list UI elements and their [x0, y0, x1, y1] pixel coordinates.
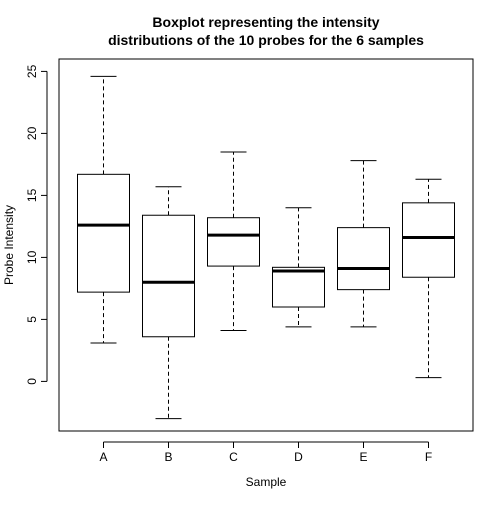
- x-tick-label: A: [99, 450, 107, 464]
- box-b: [142, 186, 195, 420]
- y-tick-label: 20: [25, 126, 39, 140]
- box-a: [77, 75, 130, 344]
- y-axis-label: Probe Intensity: [2, 205, 16, 285]
- x-axis: A B C D E F: [99, 441, 432, 464]
- x-tick-label: D: [294, 450, 303, 464]
- chart-title: Boxplot representing the intensity distr…: [108, 14, 424, 48]
- box-iqr: [207, 217, 260, 267]
- y-axis: 0 5 10 15 20 25: [25, 64, 48, 385]
- x-tick-label: E: [359, 450, 367, 464]
- box-iqr: [402, 202, 455, 278]
- y-tick-label: 5: [25, 316, 39, 323]
- x-tick-label: B: [164, 450, 172, 464]
- y-tick-label: 25: [25, 64, 39, 78]
- x-tick-label: F: [425, 450, 432, 464]
- chart-title-line-2: distributions of the 10 probes for the 6…: [108, 32, 424, 48]
- boxes-layer: [77, 75, 455, 420]
- box-f: [402, 178, 455, 379]
- box-iqr: [77, 173, 130, 293]
- box-c: [207, 151, 260, 332]
- box-iqr: [272, 266, 325, 308]
- y-tick-label: 10: [25, 250, 39, 264]
- x-tick-label: C: [229, 450, 238, 464]
- box-d: [272, 207, 325, 328]
- box-e: [337, 160, 390, 328]
- x-axis-label: Sample: [246, 475, 287, 489]
- y-tick-label: 0: [25, 378, 39, 385]
- plot-frame: [58, 58, 474, 432]
- y-tick-label: 15: [25, 188, 39, 202]
- box-iqr: [142, 214, 195, 338]
- chart-title-line-1: Boxplot representing the intensity: [152, 14, 379, 30]
- box-iqr: [337, 227, 390, 291]
